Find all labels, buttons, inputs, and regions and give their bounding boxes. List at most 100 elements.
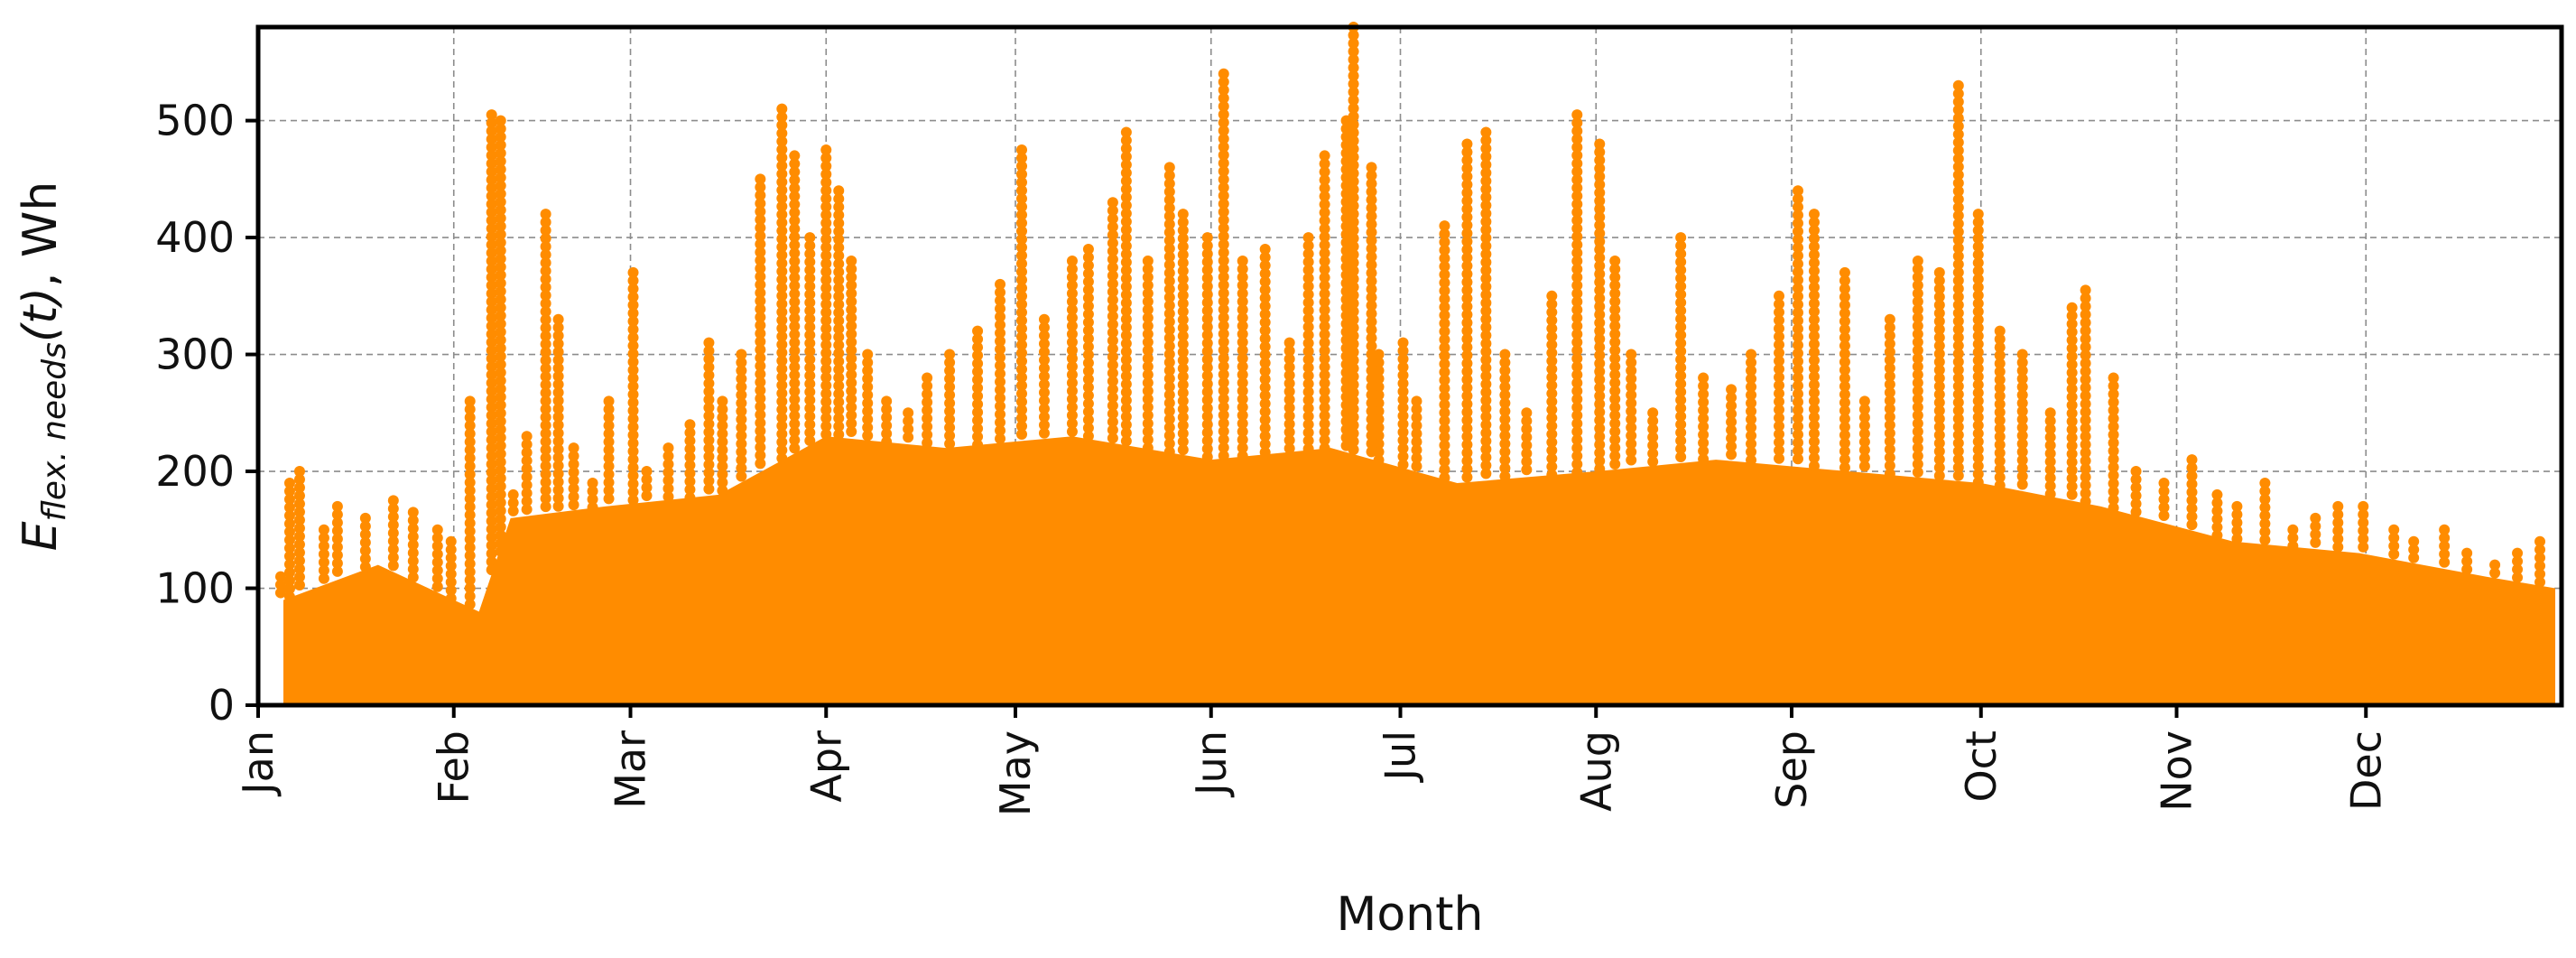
data-point <box>972 349 984 361</box>
data-point <box>552 443 564 455</box>
data-point <box>552 370 564 382</box>
data-point <box>1177 395 1189 407</box>
data-point <box>495 220 506 232</box>
data-point <box>627 323 639 335</box>
data-point <box>1237 320 1248 331</box>
data-point <box>1237 360 1248 372</box>
data-point <box>944 381 956 393</box>
data-point <box>283 485 295 497</box>
data-point <box>820 387 832 399</box>
data-point <box>1259 276 1271 288</box>
data-point <box>552 435 564 447</box>
data-point <box>486 191 497 202</box>
data-point <box>1319 410 1330 422</box>
data-point <box>922 437 933 449</box>
data-point <box>1016 282 1028 293</box>
data-point <box>1808 420 1820 432</box>
data-point <box>1283 353 1295 365</box>
data-point <box>540 420 551 432</box>
data-point <box>1808 217 1820 228</box>
data-point <box>1163 405 1175 417</box>
data-point <box>407 539 419 551</box>
data-point <box>1609 312 1621 323</box>
data-point <box>2439 532 2451 544</box>
data-point <box>2108 478 2119 489</box>
data-point <box>1038 411 1050 423</box>
data-point <box>464 509 476 521</box>
data-point <box>1177 363 1189 375</box>
data-point <box>1609 352 1621 364</box>
data-point <box>703 377 715 389</box>
data-point <box>1808 339 1820 350</box>
data-point <box>627 437 639 449</box>
data-point <box>1839 413 1850 424</box>
data-point <box>1016 412 1028 423</box>
data-point <box>846 352 857 364</box>
data-point <box>1546 314 1558 326</box>
data-point <box>2287 540 2299 552</box>
data-point <box>995 319 1006 330</box>
data-point <box>568 459 579 470</box>
data-point <box>1912 352 1923 364</box>
data-point <box>2408 544 2420 555</box>
data-point <box>445 576 457 588</box>
data-point <box>1972 395 1984 407</box>
data-point <box>2186 487 2198 498</box>
data-point <box>1120 354 1132 366</box>
data-point <box>1163 267 1175 279</box>
data-point <box>627 339 639 351</box>
data-point <box>736 389 747 401</box>
data-point <box>1237 287 1248 299</box>
data-point <box>776 330 788 342</box>
data-point <box>1609 320 1621 331</box>
data-point <box>1201 330 1213 341</box>
data-point <box>1546 436 1558 448</box>
data-point <box>1461 154 1473 166</box>
data-point <box>1912 377 1923 388</box>
data-point <box>804 395 816 406</box>
data-point <box>1884 354 1895 366</box>
data-point <box>1348 274 1359 284</box>
data-point <box>2066 391 2078 403</box>
data-point <box>1366 219 1377 230</box>
data-point <box>1594 268 1606 280</box>
data-point <box>2332 533 2344 544</box>
data-point <box>1839 429 1850 441</box>
data-point <box>495 204 506 216</box>
data-point <box>486 231 497 243</box>
data-point <box>1259 284 1271 296</box>
data-point <box>1201 321 1213 333</box>
data-point <box>1142 336 1154 348</box>
data-point <box>1120 435 1132 447</box>
data-point <box>703 410 715 422</box>
y-axis-title: Eflex. needs(t), Wh <box>14 181 73 552</box>
data-point <box>755 295 766 307</box>
data-point <box>1792 437 1803 449</box>
data-point <box>820 209 832 220</box>
data-point <box>1082 276 1094 288</box>
data-point <box>736 430 747 442</box>
data-point <box>1038 354 1050 366</box>
data-point <box>1571 377 1583 389</box>
data-point <box>776 127 788 139</box>
data-point <box>387 511 399 523</box>
data-point <box>2512 555 2524 567</box>
data-point <box>1107 432 1118 444</box>
data-point <box>2066 375 2078 386</box>
data-point <box>2534 560 2546 572</box>
data-point <box>2186 479 2198 490</box>
data-point <box>1952 291 1964 302</box>
data-point <box>2108 461 2119 473</box>
data-point <box>1366 332 1377 344</box>
data-point <box>486 369 497 381</box>
data-point <box>1201 232 1213 244</box>
data-point <box>1218 425 1229 437</box>
data-point <box>387 519 399 531</box>
data-point <box>627 421 639 432</box>
data-point <box>331 565 343 577</box>
data-point <box>755 352 766 364</box>
data-point <box>1016 209 1028 220</box>
data-point <box>995 286 1006 298</box>
data-point <box>1302 305 1314 317</box>
data-point <box>1952 396 1964 408</box>
